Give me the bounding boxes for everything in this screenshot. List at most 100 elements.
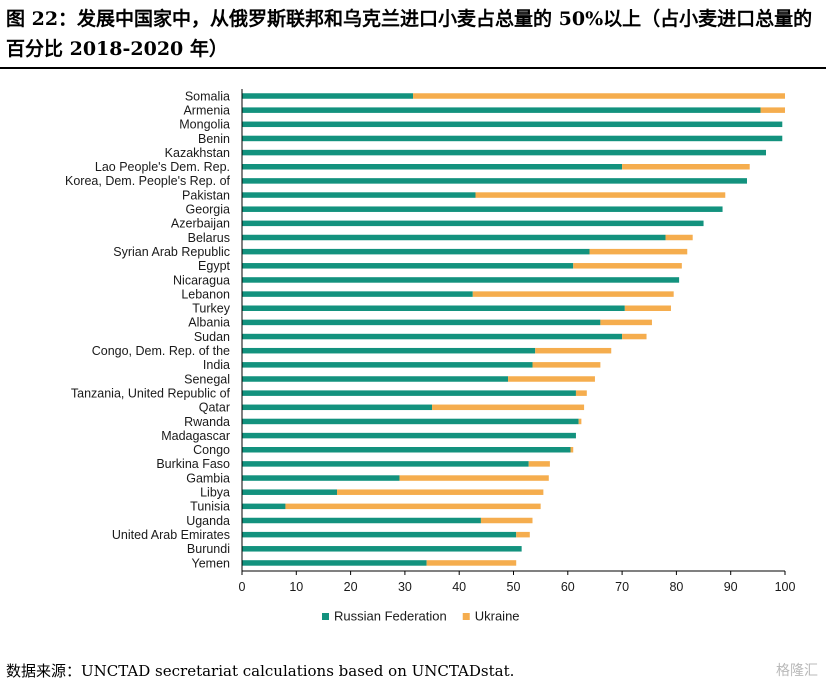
x-tick-label: 50 [507,580,521,594]
legend-label: Ukraine [475,609,520,624]
category-label: Korea, Dem. People's Rep. of [65,174,230,188]
category-label: Rwanda [184,415,230,429]
bar-russia [242,263,574,269]
bar-russia [242,461,529,467]
bar-russia [242,164,623,170]
category-label: Lebanon [181,287,230,301]
category-label: Syrian Arab Republic [113,245,230,259]
category-label: Nicaragua [173,273,230,287]
category-label: United Arab Emirates [112,528,230,542]
legend-swatch-russia [322,613,329,620]
bar-russia [242,447,571,453]
category-label: Tanzania, United Republic of [71,386,231,400]
bar-russia [242,135,783,142]
bar-russia [242,418,579,425]
category-label: Congo, Dem. Rep. of the [92,344,230,358]
bar-ukraine [337,489,544,495]
bar-ukraine [516,531,530,538]
legend-label: Russian Federation [334,609,447,624]
bar-russia [242,376,509,382]
category-label: Pakistan [182,188,230,202]
bar-ukraine [600,319,652,326]
bar-ukraine [472,291,674,297]
bar-russia [242,149,766,156]
bar-ukraine [760,107,785,113]
category-label: Sudan [194,330,230,344]
bar-russia [242,347,536,354]
bar-ukraine [535,347,612,354]
x-tick-label: 10 [289,580,303,594]
category-label: Georgia [186,203,231,217]
bar-ukraine [399,475,549,481]
bar-ukraine [624,305,671,311]
bar-russia [242,404,433,411]
bar-russia [242,291,473,297]
figure-caption: 图 22：发展中国家中，从俄罗斯联邦和乌克兰进口小麦占总量的 50%以上（占小麦… [6,8,813,60]
category-label: Yemen [192,556,231,570]
category-label: Burkina Faso [156,457,230,471]
bar-ukraine [480,517,533,524]
x-tick-label: 90 [724,580,738,594]
category-label: Gambia [186,471,230,485]
bar-russia [242,206,723,212]
stacked-bar-chart: SomaliaArmeniaMongoliaBeninKazakhstanLao… [65,89,795,624]
bar-russia [242,531,517,538]
bar-ukraine [589,248,688,255]
x-tick-label: 70 [615,580,629,594]
bar-ukraine [578,418,582,425]
bar-ukraine [413,93,785,99]
x-tick-label: 0 [239,580,246,594]
bar-ukraine [426,560,517,566]
bar-russia [242,319,601,326]
bar-ukraine [528,461,550,467]
category-label: Egypt [198,259,230,273]
category-label: Uganda [186,514,230,528]
category-label: Lao People's Dem. Rep. [95,160,230,174]
bars-group [242,93,785,566]
bar-ukraine [570,447,574,453]
bar-ukraine [573,263,682,269]
bar-russia [242,93,414,99]
bar-ukraine [475,192,726,198]
bar-russia [242,305,625,311]
legend-swatch-ukraine [462,613,470,620]
x-tick-label: 20 [344,580,358,594]
category-label: Armenia [183,103,230,117]
category-labels: SomaliaArmeniaMongoliaBeninKazakhstanLao… [65,89,231,570]
category-label: Qatar [199,401,230,415]
bar-russia [242,234,666,241]
bar-russia [242,192,476,198]
category-label: Tunisia [190,500,230,514]
bar-ukraine [285,503,541,510]
category-label: Somalia [185,89,230,103]
category-label: Kazakhstan [165,146,230,160]
bar-ukraine [508,376,595,382]
watermark: 格隆汇 [776,663,818,679]
category-label: India [203,358,230,372]
bar-russia [242,107,761,113]
category-label: Turkey [192,302,230,316]
x-tick-label: 40 [452,580,466,594]
caption-divider [0,67,826,69]
bar-russia [242,220,704,227]
bar-russia [242,178,747,184]
bar-russia [242,248,590,255]
category-label: Libya [200,486,230,500]
bar-russia [242,362,533,368]
x-tick-label: 30 [398,580,412,594]
category-label: Belarus [188,231,230,245]
x-tick-label: 80 [669,580,683,594]
category-label: Madagascar [161,429,230,443]
category-label: Congo [193,443,230,457]
x-tick-label: 60 [561,580,575,594]
bar-russia [242,333,623,340]
x-axis: 0 10 20 30 40 50 60 70 80 90 100 [239,89,795,594]
bar-russia [242,390,576,396]
bar-ukraine [575,390,587,396]
bar-russia [242,475,400,481]
bar-ukraine [622,164,750,170]
bar-russia [242,121,783,128]
category-label: Senegal [184,372,230,386]
category-label: Benin [198,132,230,146]
category-label: Azerbaijan [171,217,230,231]
